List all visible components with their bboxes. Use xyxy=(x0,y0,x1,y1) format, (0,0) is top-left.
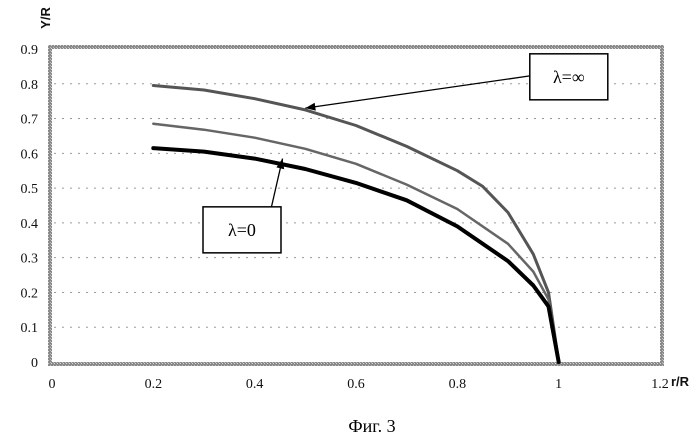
x-tick-label: 1 xyxy=(555,377,562,392)
y-tick-label: 0.4 xyxy=(21,217,39,232)
y-tick-label: 0.3 xyxy=(21,252,39,267)
annotation-label: λ=0 xyxy=(228,220,256,240)
figure-caption: Фиг. 3 xyxy=(348,416,395,436)
y-tick-label: 0.6 xyxy=(21,147,39,162)
x-tick-label: 0.4 xyxy=(246,377,264,392)
annotation: λ=0 xyxy=(203,159,284,253)
annotation-label: λ=∞ xyxy=(553,67,585,87)
annotation-arrow xyxy=(305,76,529,108)
y-tick-label: 0 xyxy=(31,356,38,371)
series-line xyxy=(153,148,558,362)
x-axis-title: r/R xyxy=(671,374,690,389)
grid xyxy=(54,84,658,327)
y-tick-label: 0.7 xyxy=(21,113,39,128)
annotation: λ=∞ xyxy=(305,54,607,111)
x-tick-label: 0.8 xyxy=(449,377,467,392)
y-tick-label: 0.9 xyxy=(21,43,39,58)
x-tick-label: 1.2 xyxy=(651,377,669,392)
x-tick-label: 0 xyxy=(49,377,56,392)
y-tick-label: 0.1 xyxy=(21,321,39,336)
y-axis-title: Y/R xyxy=(38,7,53,29)
y-tick-label: 0.2 xyxy=(21,286,39,301)
y-tick-label: 0.8 xyxy=(21,78,39,93)
y-tick-label: 0.5 xyxy=(21,182,39,197)
x-tick-label: 0.6 xyxy=(347,377,365,392)
x-tick-label: 0.2 xyxy=(145,377,163,392)
